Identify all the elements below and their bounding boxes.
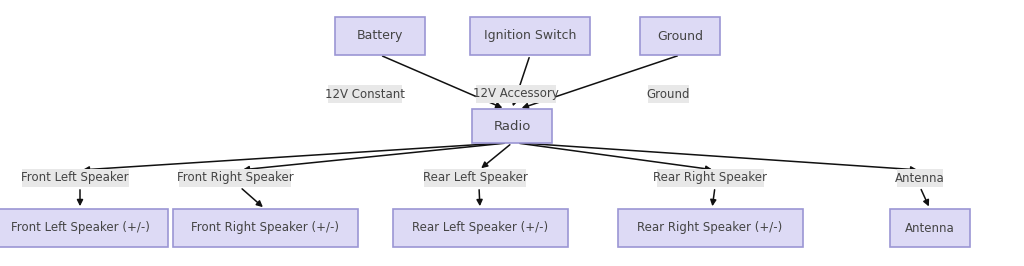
- FancyBboxPatch shape: [897, 169, 943, 187]
- Text: 12V Constant: 12V Constant: [325, 88, 406, 101]
- FancyBboxPatch shape: [476, 85, 556, 103]
- FancyBboxPatch shape: [335, 17, 425, 55]
- Text: Rear Left Speaker: Rear Left Speaker: [423, 172, 527, 185]
- Text: Antenna: Antenna: [895, 172, 945, 185]
- FancyBboxPatch shape: [328, 85, 402, 103]
- FancyBboxPatch shape: [470, 17, 590, 55]
- Text: Radio: Radio: [494, 119, 530, 132]
- Text: Front Left Speaker (+/-): Front Left Speaker (+/-): [10, 222, 150, 235]
- Text: Ignition Switch: Ignition Switch: [483, 30, 577, 43]
- Text: Rear Left Speaker (+/-): Rear Left Speaker (+/-): [412, 222, 548, 235]
- FancyBboxPatch shape: [179, 169, 291, 187]
- Text: Ground: Ground: [657, 30, 703, 43]
- Text: Ground: Ground: [646, 88, 690, 101]
- FancyBboxPatch shape: [647, 85, 688, 103]
- Text: Antenna: Antenna: [905, 222, 954, 235]
- Text: Front Right Speaker: Front Right Speaker: [176, 172, 293, 185]
- FancyBboxPatch shape: [472, 109, 552, 143]
- FancyBboxPatch shape: [0, 209, 168, 247]
- Text: Front Right Speaker (+/-): Front Right Speaker (+/-): [191, 222, 339, 235]
- Text: Front Left Speaker: Front Left Speaker: [22, 172, 129, 185]
- FancyBboxPatch shape: [617, 209, 803, 247]
- Text: Rear Right Speaker: Rear Right Speaker: [653, 172, 767, 185]
- FancyBboxPatch shape: [890, 209, 970, 247]
- FancyBboxPatch shape: [640, 17, 720, 55]
- FancyBboxPatch shape: [22, 169, 128, 187]
- FancyBboxPatch shape: [392, 209, 567, 247]
- Text: Rear Right Speaker (+/-): Rear Right Speaker (+/-): [637, 222, 782, 235]
- FancyBboxPatch shape: [656, 169, 764, 187]
- Text: Battery: Battery: [356, 30, 403, 43]
- FancyBboxPatch shape: [172, 209, 357, 247]
- Text: 12V Accessory: 12V Accessory: [473, 88, 559, 101]
- FancyBboxPatch shape: [424, 169, 525, 187]
